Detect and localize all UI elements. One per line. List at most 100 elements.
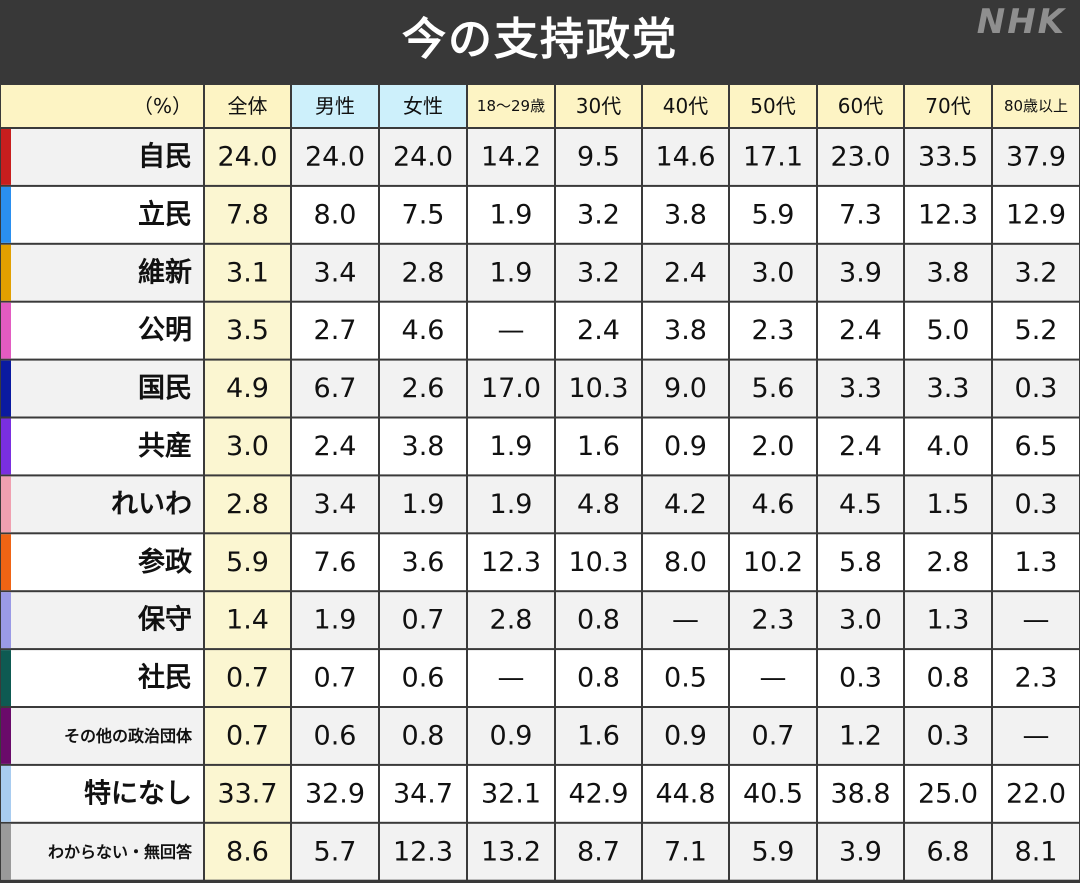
value-cell: 3.9 bbox=[839, 836, 882, 867]
value-cell: 1.5 bbox=[927, 489, 970, 520]
value-cell: 2.4 bbox=[577, 315, 620, 346]
value-cell: 2.7 bbox=[314, 315, 357, 346]
value-cell-bg bbox=[993, 650, 1079, 706]
value-cell: 12.3 bbox=[481, 547, 541, 578]
value-cell: 2.3 bbox=[752, 315, 795, 346]
title-bar: 今の支持政党 NHK bbox=[0, 0, 1080, 84]
value-cell-bg bbox=[730, 534, 816, 591]
value-cell-bg bbox=[905, 476, 991, 533]
value-cell-bg bbox=[556, 708, 641, 764]
party-color-bar bbox=[1, 765, 11, 822]
party-color-bar bbox=[1, 186, 11, 243]
value-cell-bg bbox=[818, 823, 903, 880]
value-cell-bg bbox=[292, 476, 378, 533]
column-header: 80歳以上 bbox=[1004, 97, 1068, 115]
value-cell-bg bbox=[292, 129, 378, 185]
party-color-bar bbox=[1, 650, 11, 706]
value-cell-bg bbox=[730, 650, 816, 706]
row-label-bg bbox=[1, 418, 203, 475]
value-cell: 13.2 bbox=[481, 836, 541, 867]
value-cell-bg bbox=[205, 418, 290, 475]
value-cell-bg bbox=[905, 186, 991, 243]
value-cell-bg bbox=[205, 823, 290, 880]
value-cell-bg bbox=[205, 765, 290, 822]
value-cell-bg bbox=[993, 708, 1079, 764]
value-cell-bg bbox=[643, 129, 728, 185]
value-cell-bg bbox=[730, 476, 816, 533]
value-cell-bg bbox=[643, 708, 728, 764]
value-cell-bg bbox=[905, 129, 991, 185]
value-cell: 2.3 bbox=[1015, 663, 1058, 694]
value-cell-bg bbox=[905, 592, 991, 649]
value-cell-bg bbox=[380, 650, 466, 706]
value-cell: 8.0 bbox=[664, 547, 707, 578]
value-cell-bg bbox=[905, 708, 991, 764]
value-cell: 23.0 bbox=[830, 141, 890, 172]
value-cell: 2.4 bbox=[664, 257, 707, 288]
value-cell-bg bbox=[205, 360, 290, 417]
row-label-bg bbox=[1, 476, 203, 533]
value-cell-bg bbox=[556, 186, 641, 243]
value-cell: 7.1 bbox=[664, 836, 707, 867]
value-cell-bg bbox=[556, 302, 641, 359]
header-cell-bg bbox=[292, 85, 378, 127]
value-cell: 0.9 bbox=[664, 720, 707, 751]
party-color-bar bbox=[1, 418, 11, 475]
value-cell: 5.9 bbox=[226, 547, 269, 578]
value-cell-bg bbox=[730, 418, 816, 475]
value-cell: 2.3 bbox=[752, 605, 795, 636]
value-cell: 0.7 bbox=[752, 720, 795, 751]
value-cell: 3.0 bbox=[839, 605, 882, 636]
value-cell: 14.6 bbox=[655, 141, 715, 172]
row-label-bg bbox=[1, 534, 203, 591]
value-cell: 3.8 bbox=[927, 257, 970, 288]
value-cell: 0.8 bbox=[577, 605, 620, 636]
value-cell-bg bbox=[818, 186, 903, 243]
header-cell-bg bbox=[205, 85, 290, 127]
value-cell: 8.1 bbox=[1015, 836, 1058, 867]
header-cell-bg bbox=[380, 85, 466, 127]
value-cell-bg bbox=[818, 129, 903, 185]
value-cell: 8.6 bbox=[226, 836, 269, 867]
value-cell-bg bbox=[380, 476, 466, 533]
value-cell-bg bbox=[292, 823, 378, 880]
value-cell: 0.7 bbox=[402, 605, 445, 636]
chart-title: 今の支持政党 bbox=[402, 14, 678, 65]
value-cell: 4.0 bbox=[927, 431, 970, 462]
value-cell-bg bbox=[292, 186, 378, 243]
value-cell: 1.9 bbox=[490, 199, 533, 230]
party-color-bar bbox=[1, 244, 11, 301]
value-cell: 2.8 bbox=[927, 547, 970, 578]
value-cell-bg bbox=[468, 765, 554, 822]
value-cell: 32.1 bbox=[481, 778, 541, 809]
value-cell: 3.4 bbox=[314, 257, 357, 288]
value-cell: 1.9 bbox=[314, 605, 357, 636]
value-cell: 8.7 bbox=[577, 836, 620, 867]
value-cell: 0.9 bbox=[490, 720, 533, 751]
party-label: 自民 bbox=[138, 140, 192, 172]
value-cell: 5.6 bbox=[752, 373, 795, 404]
value-cell: 7.3 bbox=[839, 199, 882, 230]
header-cell-bg bbox=[468, 85, 554, 127]
value-cell: 0.7 bbox=[226, 720, 269, 751]
row-label-bg bbox=[1, 765, 203, 822]
value-cell: 10.2 bbox=[743, 547, 803, 578]
value-cell: 32.9 bbox=[305, 778, 365, 809]
party-color-bar bbox=[1, 708, 11, 764]
value-cell-bg bbox=[468, 129, 554, 185]
column-header: 全体 bbox=[228, 94, 268, 118]
row-label-bg bbox=[1, 360, 203, 417]
row-label-bg bbox=[1, 823, 203, 880]
value-cell: 38.8 bbox=[830, 778, 890, 809]
value-cell-bg bbox=[380, 244, 466, 301]
value-cell: — bbox=[1023, 720, 1050, 751]
value-cell: 3.2 bbox=[1015, 257, 1058, 288]
value-cell-bg bbox=[205, 244, 290, 301]
value-cell: 4.6 bbox=[752, 489, 795, 520]
value-cell-bg bbox=[205, 650, 290, 706]
value-cell-bg bbox=[205, 534, 290, 591]
value-cell: 12.3 bbox=[393, 836, 453, 867]
value-cell: 0.7 bbox=[314, 663, 357, 694]
header-cell-bg bbox=[818, 85, 903, 127]
